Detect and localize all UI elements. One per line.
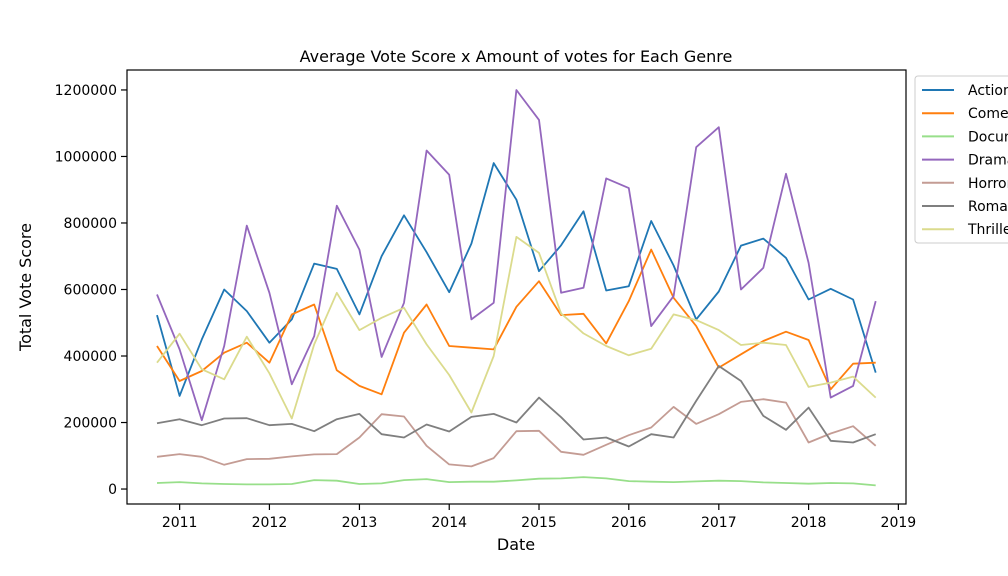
y-axis-label: Total Vote Score <box>16 223 35 352</box>
legend-label-romance: Romance <box>968 199 1008 215</box>
x-tick-label: 2014 <box>431 515 467 531</box>
y-tick-label: 600000 <box>64 282 117 298</box>
x-axis-ticks: 2011 2012 2013 2014 2015 2016 2017 2018 2019 <box>162 504 916 531</box>
x-tick-label: 2017 <box>701 515 737 531</box>
y-tick-label: 400000 <box>64 349 117 365</box>
x-tick-label: 2012 <box>252 515 288 531</box>
y-tick-label: 1000000 <box>55 149 117 165</box>
series-line-documentary <box>156 476 876 487</box>
legend-label-documentary: Documentary <box>968 129 1008 145</box>
series-line-drama <box>156 89 877 422</box>
series-layer <box>156 89 877 487</box>
series-line-thriller <box>156 235 877 420</box>
x-tick-label: 2015 <box>521 515 557 531</box>
series-line-romance <box>156 365 877 448</box>
x-tick-label: 2013 <box>342 515 378 531</box>
y-axis-ticks: 0 200000 400000 600000 800000 1000000 1200000 <box>55 83 127 498</box>
y-tick-label: 1200000 <box>55 83 117 99</box>
legend-label-thriller: Thriller <box>967 222 1008 238</box>
y-tick-label: 0 <box>108 482 117 498</box>
x-tick-label: 2019 <box>881 515 917 531</box>
legend-label-horror: Horror <box>968 176 1008 192</box>
legend-frame <box>914 75 1008 244</box>
x-tick-label: 2018 <box>791 515 827 531</box>
y-tick-label: 800000 <box>64 216 117 232</box>
chart-title: Average Vote Score x Amount of votes for… <box>300 47 733 66</box>
series-line-comedy <box>156 248 876 396</box>
series-line-horror <box>156 398 877 468</box>
x-tick-label: 2011 <box>162 515 198 531</box>
legend-label-action: Action <box>968 83 1008 99</box>
legend-label-comedy: Comedy <box>968 106 1008 122</box>
plot-frame <box>126 69 907 505</box>
y-tick-label: 200000 <box>64 416 117 432</box>
x-tick-label: 2016 <box>611 515 647 531</box>
legend-label-drama: Drama <box>968 153 1008 169</box>
legend: Action Comedy Documentary Drama Horror Romanc… <box>914 75 1008 244</box>
series-line-action <box>156 162 877 397</box>
x-axis-label: Date <box>497 535 535 554</box>
